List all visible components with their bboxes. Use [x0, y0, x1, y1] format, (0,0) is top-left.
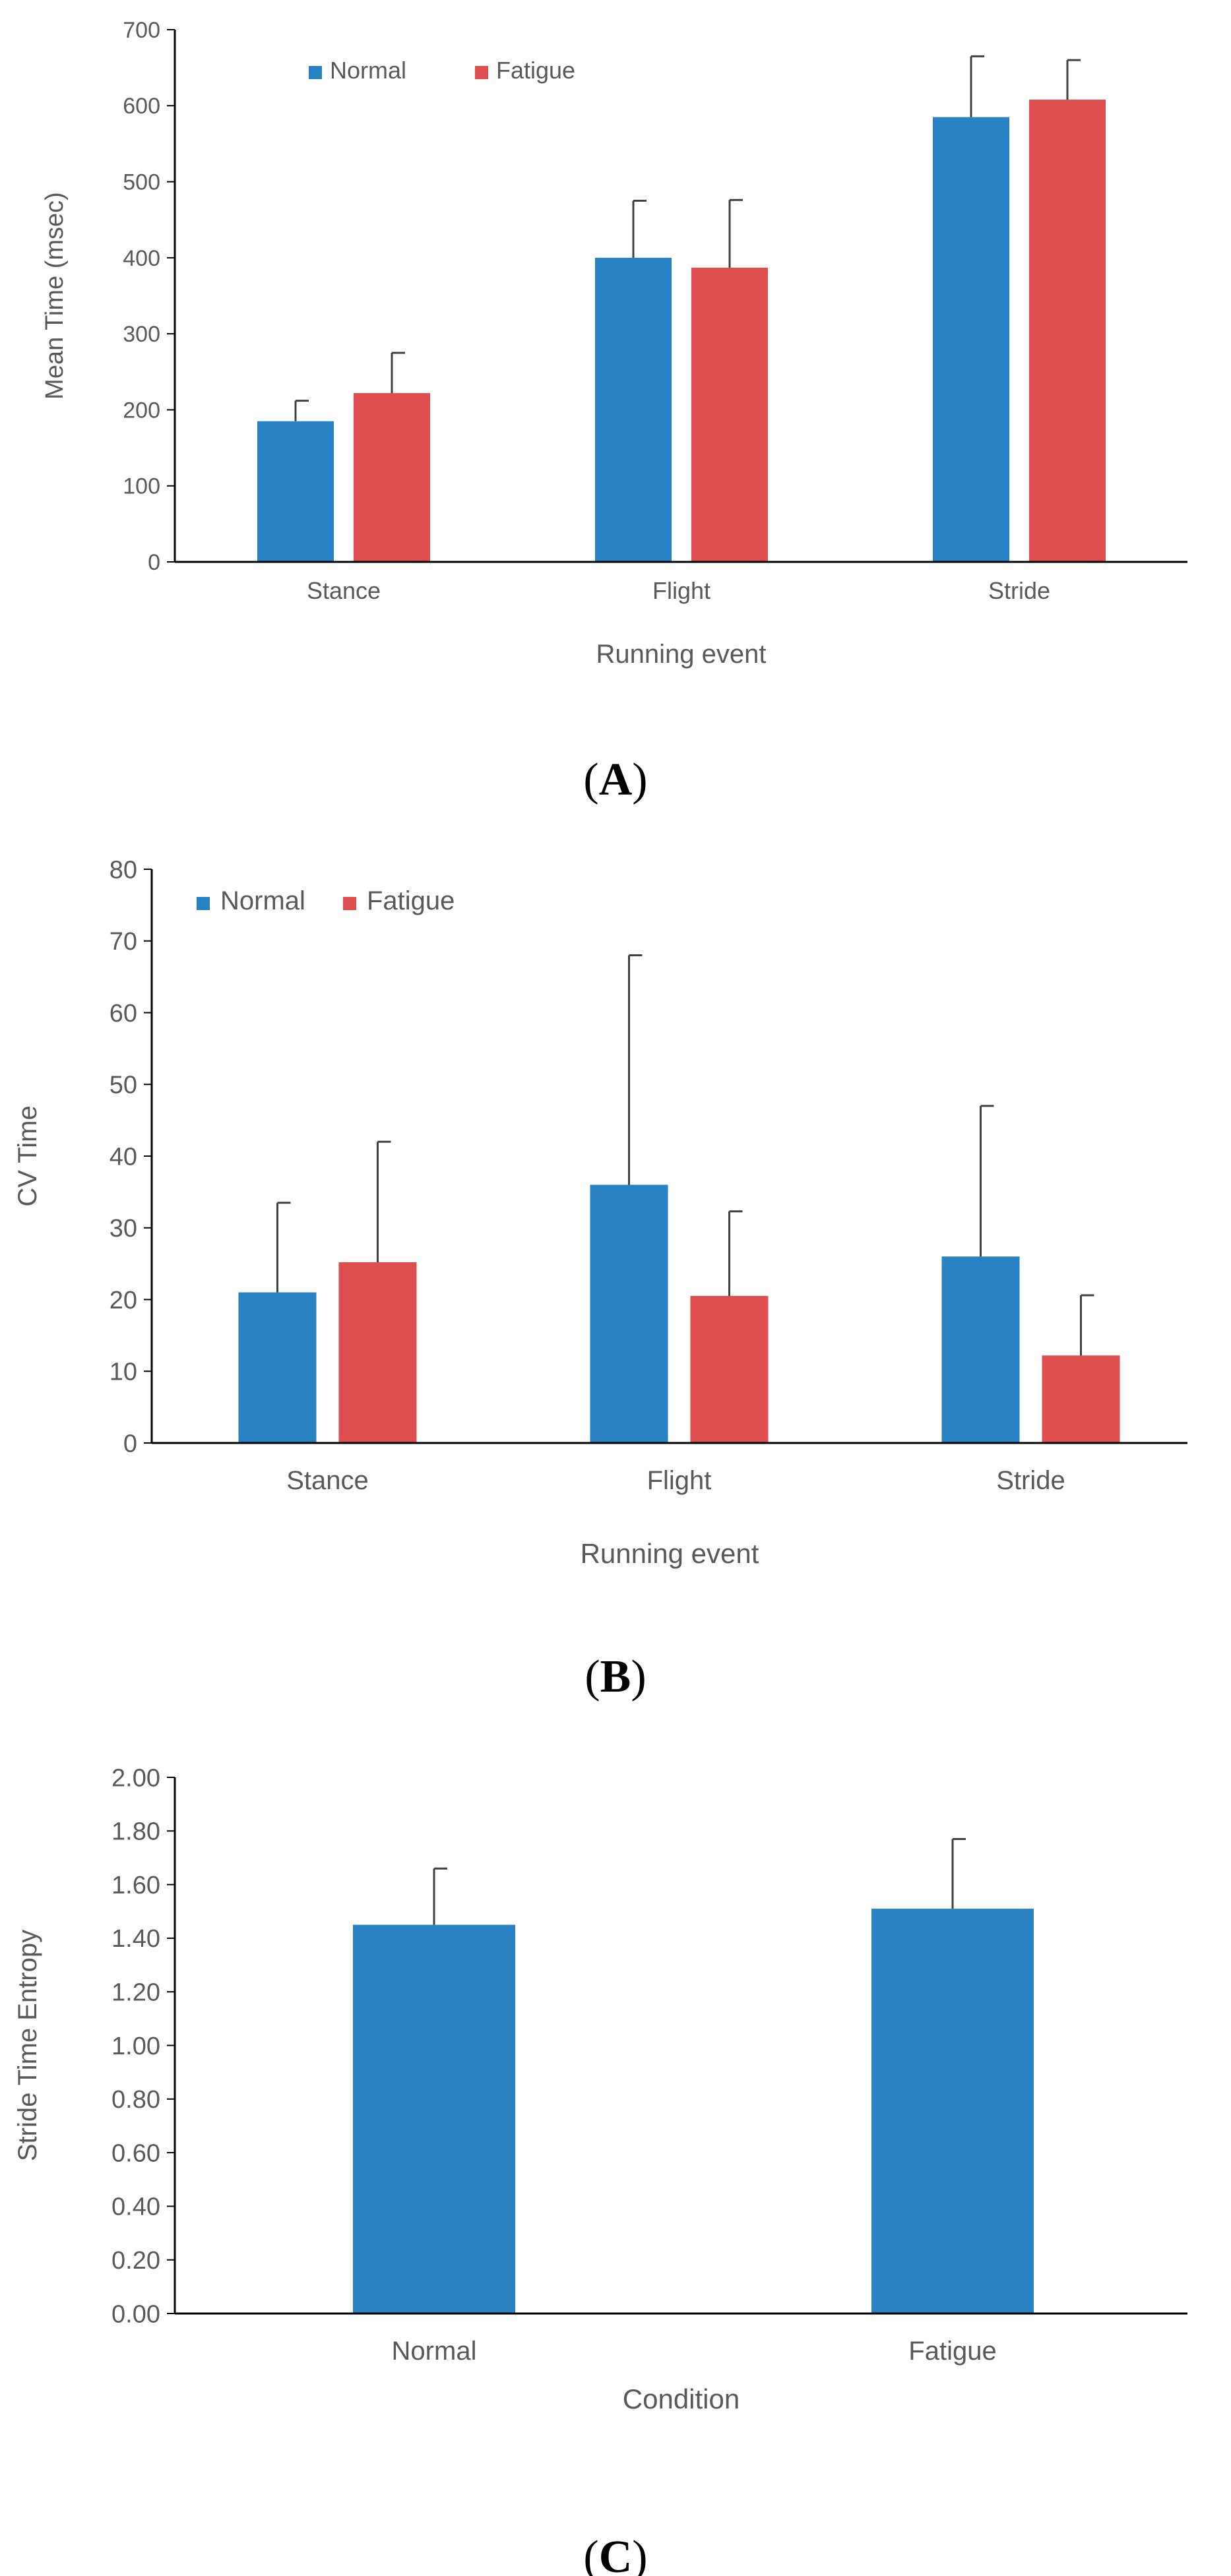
bar-normal-stance	[257, 421, 334, 562]
x-tick-labels-c: Normal Fatigue	[392, 2337, 997, 2366]
bar-fatigue-flight	[691, 267, 768, 562]
x-tick-labels-b: Stance Flight Stride	[286, 1466, 1065, 1495]
bar-stride-time-entropy-fatigue	[871, 1909, 1034, 2314]
legend-label-fatigue: Fatigue	[496, 57, 575, 84]
y-tick-label: 60	[110, 1000, 137, 1027]
bars-a	[257, 100, 1106, 563]
bar-normal-stride	[933, 117, 1009, 563]
y-tick-label: 0.40	[111, 2193, 160, 2221]
x-tick-label-stride: Stride	[996, 1466, 1065, 1495]
bar-normal-stride	[941, 1256, 1020, 1443]
y-tick-label: 80	[110, 856, 137, 884]
y-tick-label: 1.80	[111, 1818, 160, 1846]
y-tick-labels-b: 0 10 20 30 40 50 60 70 80	[110, 856, 152, 1457]
y-tick-label: 1.40	[111, 1925, 160, 1953]
y-tick-label: 20	[110, 1287, 137, 1314]
y-tick-label: 1.00	[111, 2033, 160, 2060]
panel-label-b: B	[600, 1651, 631, 1702]
legend-swatch-normal	[309, 66, 322, 79]
error-bars-a	[294, 55, 1081, 421]
y-axis-label-a: Mean Time (msec)	[41, 192, 69, 400]
error-bars-b	[276, 954, 1094, 1356]
bar-normal-stance	[238, 1292, 317, 1443]
legend-a: Normal Fatigue	[309, 57, 575, 84]
chart-panel-a: 0 100 200 300 400 500 600 700 Stance Flight Strid…	[41, 18, 1187, 805]
y-tick-label: 70	[110, 928, 137, 956]
legend-swatch-fatigue	[343, 897, 356, 910]
y-tick-label: 0	[148, 550, 160, 575]
y-tick-labels-c: 0.00 0.20 0.40 0.60 0.80 1.00 1.20 1.40 1.60 1.80…	[111, 1764, 175, 2328]
y-tick-label: 0.60	[111, 2139, 160, 2167]
x-tick-label-flight: Flight	[647, 1466, 712, 1495]
y-tick-labels-a: 0 100 200 300 400 500 600 700	[123, 18, 175, 575]
svg-text:(A): (A)	[583, 754, 647, 805]
y-tick-label: 600	[123, 94, 160, 119]
svg-text:(B): (B)	[584, 1651, 646, 1702]
bar-fatigue-stance	[354, 393, 430, 562]
legend-b: Normal Fatigue	[197, 886, 455, 915]
bars-b	[238, 1184, 1120, 1443]
y-tick-label: 2.00	[111, 1764, 160, 1792]
y-tick-label: 300	[123, 322, 160, 347]
y-tick-label: 0.00	[111, 2300, 160, 2328]
bar-fatigue-stride	[1029, 100, 1106, 562]
panel-label-c: C	[599, 2532, 633, 2576]
y-tick-label: 10	[110, 1359, 137, 1386]
y-axis-label-c: Stride Time Entropy	[13, 1930, 42, 2161]
svg-text:(C): (C)	[583, 2532, 647, 2576]
x-tick-label-fatigue: Fatigue	[908, 2337, 996, 2366]
y-tick-label: 30	[110, 1215, 137, 1242]
bar-fatigue-stride	[1042, 1355, 1120, 1443]
legend-swatch-normal	[197, 897, 210, 910]
bar-fatigue-flight	[690, 1296, 769, 1443]
y-tick-label: 0.20	[111, 2247, 160, 2275]
bars-c	[353, 1909, 1034, 2314]
y-tick-label: 0.80	[111, 2086, 160, 2114]
y-tick-label: 200	[123, 398, 160, 423]
panel-label-a: A	[599, 754, 633, 805]
legend-label-fatigue: Fatigue	[367, 886, 455, 915]
x-axis-label-c: Condition	[623, 2383, 740, 2414]
y-tick-label: 1.20	[111, 1979, 160, 2007]
x-axis-label-a: Running event	[596, 640, 767, 669]
x-tick-label-flight: Flight	[652, 577, 710, 604]
error-bars-c	[433, 1837, 966, 1925]
y-tick-label: 400	[123, 246, 160, 271]
x-tick-label-stride: Stride	[988, 577, 1050, 604]
bar-normal-flight	[595, 257, 672, 562]
y-tick-label: 0	[123, 1430, 137, 1457]
bar-fatigue-stance	[338, 1262, 417, 1443]
y-tick-label: 40	[110, 1143, 137, 1171]
bar-normal-flight	[590, 1184, 668, 1443]
legend-label-normal: Normal	[330, 57, 406, 84]
bar-stride-time-entropy-normal	[353, 1924, 515, 2314]
x-tick-label-stance: Stance	[286, 1466, 369, 1495]
x-axis-label-b: Running event	[581, 1538, 759, 1569]
y-tick-label: 50	[110, 1072, 137, 1099]
chart-panel-b: 0 10 20 30 40 50 60 70 80 Stance Flight Stride Nor…	[13, 856, 1187, 1702]
x-tick-labels-a: Stance Flight Stride	[307, 577, 1050, 604]
chart-panel-c: 0.00 0.20 0.40 0.60 0.80 1.00 1.20 1.40 1.60 1.80…	[13, 1764, 1187, 2576]
x-tick-label-normal: Normal	[392, 2337, 477, 2366]
legend-label-normal: Normal	[220, 886, 305, 915]
y-tick-label: 700	[123, 18, 160, 43]
y-axis-label-b: CV Time	[13, 1105, 42, 1206]
x-tick-label-stance: Stance	[307, 577, 381, 604]
legend-swatch-fatigue	[475, 66, 488, 79]
y-tick-label: 1.60	[111, 1872, 160, 1899]
y-tick-label: 100	[123, 474, 160, 499]
y-tick-label: 500	[123, 169, 160, 195]
